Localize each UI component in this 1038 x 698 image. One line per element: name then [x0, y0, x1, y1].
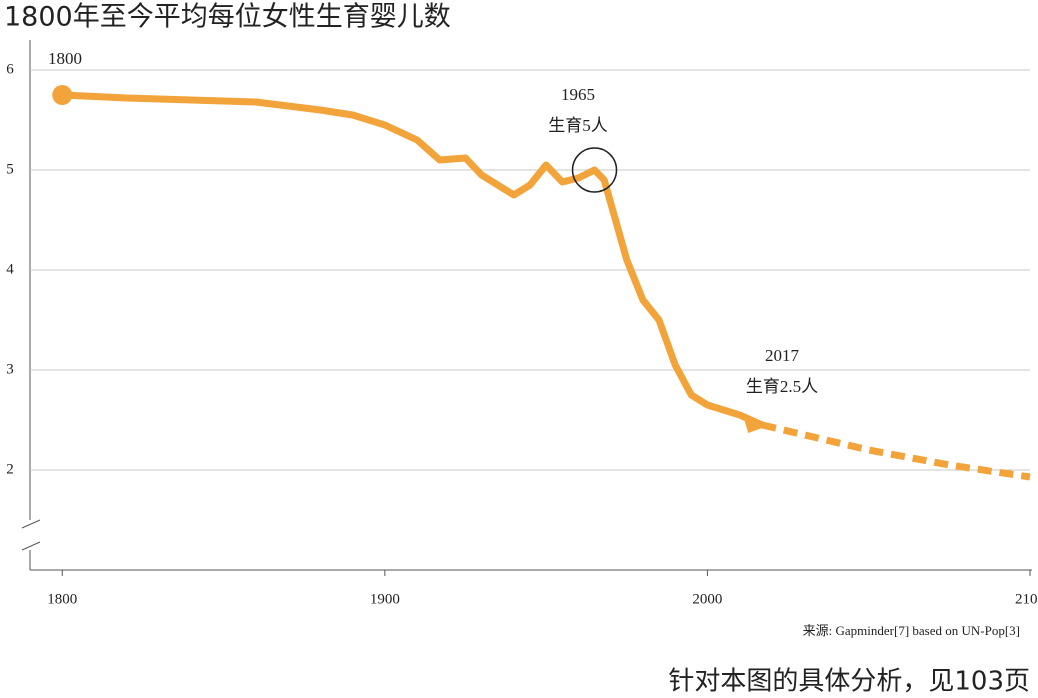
- highlight-ring: [571, 147, 618, 193]
- y-tick-label: 6: [6, 61, 14, 77]
- y-tick-label: 4: [6, 261, 14, 277]
- source: 来源: Gapminder[7] based on UN-Pop[3]: [803, 623, 1020, 638]
- footnote: 针对本图的具体分析，见103页: [668, 667, 1030, 697]
- annotation: 生育2.5人: [746, 377, 818, 396]
- annotation: 1965: [561, 85, 595, 104]
- axis-break: [21, 519, 41, 529]
- y-tick-label: 5: [6, 161, 14, 177]
- chart-title: 1800年至今平均每位女性生育婴儿数: [4, 2, 451, 33]
- x-tick-label: 2000: [692, 591, 722, 607]
- start-dot: [52, 85, 73, 105]
- axis-break: [21, 541, 41, 551]
- arrow-head: [742, 413, 771, 433]
- x-tick-label: 2100: [1015, 591, 1038, 607]
- series-line: [761, 421, 1031, 481]
- x-tick-label: 1800: [47, 591, 77, 607]
- annotation: 2017: [765, 346, 800, 365]
- annotation: 1800: [48, 49, 82, 68]
- annotation: 生育5人: [548, 116, 608, 135]
- series-line: [58, 91, 766, 429]
- x-tick-label: 1900: [370, 591, 400, 607]
- y-tick-label: 3: [6, 361, 14, 377]
- y-tick-label: 2: [6, 461, 14, 477]
